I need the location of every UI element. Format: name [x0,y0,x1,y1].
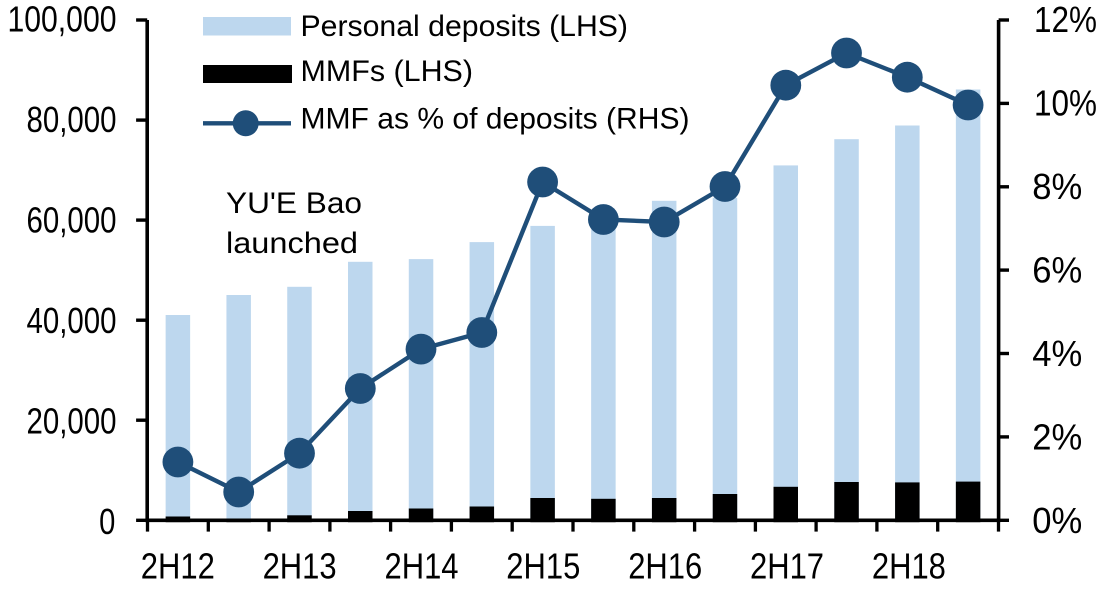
svg-text:4%: 4% [1032,333,1082,374]
svg-text:MMFs (LHS): MMFs (LHS) [301,55,474,88]
svg-text:2H15: 2H15 [506,546,580,587]
svg-text:2H12: 2H12 [141,546,215,587]
svg-text:MMF as % of deposits (RHS): MMF as % of deposits (RHS) [301,103,690,136]
svg-text:2H17: 2H17 [750,546,824,587]
svg-text:YU'E Bao: YU'E Bao [226,187,362,220]
svg-text:100,000: 100,000 [8,0,117,39]
svg-text:6%: 6% [1032,250,1082,291]
svg-text:2%: 2% [1032,417,1082,458]
svg-text:launched: launched [226,227,358,260]
svg-text:12%: 12% [1034,0,1097,40]
svg-text:20,000: 20,000 [27,400,117,441]
svg-text:60,000: 60,000 [27,199,117,240]
svg-text:10%: 10% [1034,83,1097,124]
svg-text:80,000: 80,000 [27,99,117,140]
svg-text:0: 0 [99,501,115,542]
svg-text:Personal deposits (LHS): Personal deposits (LHS) [301,10,629,43]
svg-text:40,000: 40,000 [27,300,117,341]
svg-text:0%: 0% [1032,500,1082,541]
svg-text:2H13: 2H13 [263,546,337,587]
svg-text:2H18: 2H18 [872,546,946,587]
svg-text:2H14: 2H14 [385,546,459,587]
svg-text:2H16: 2H16 [628,546,702,587]
svg-text:8%: 8% [1032,166,1082,207]
